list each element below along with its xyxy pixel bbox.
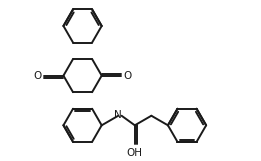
Text: O: O bbox=[33, 71, 41, 81]
Text: OH: OH bbox=[127, 148, 143, 158]
Text: O: O bbox=[124, 71, 132, 81]
Text: N: N bbox=[114, 110, 122, 120]
